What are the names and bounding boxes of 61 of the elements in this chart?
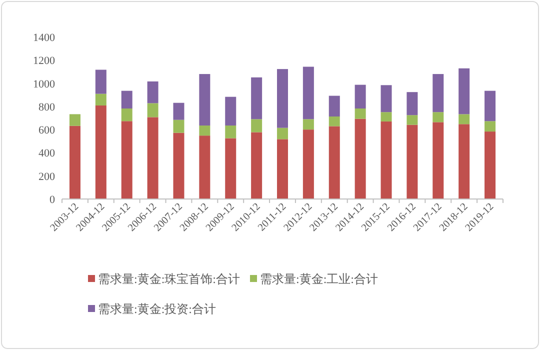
bar xyxy=(173,102,184,120)
bar xyxy=(484,121,496,132)
bar xyxy=(121,108,132,122)
bar xyxy=(354,118,366,199)
y-tick-label: 0 xyxy=(50,194,56,206)
bar xyxy=(225,96,236,126)
bar xyxy=(380,112,392,122)
bar xyxy=(199,126,210,136)
bar xyxy=(406,115,418,125)
bar xyxy=(458,124,470,199)
y-tick-label: 400 xyxy=(38,148,56,160)
legend-label: 需求量:黄金:投资:合计 xyxy=(98,302,216,316)
bar xyxy=(302,66,314,120)
bar xyxy=(95,70,106,94)
bar xyxy=(251,132,262,199)
bar xyxy=(302,119,314,130)
bar xyxy=(147,81,158,104)
bar xyxy=(406,92,418,116)
bar xyxy=(199,74,210,126)
bar xyxy=(432,112,444,122)
bar xyxy=(277,128,288,140)
bar xyxy=(432,74,444,112)
bar xyxy=(432,122,444,199)
bar xyxy=(121,90,132,109)
bar xyxy=(121,121,132,199)
bar xyxy=(69,126,80,199)
bar xyxy=(225,138,236,199)
bar xyxy=(354,108,366,119)
bar xyxy=(406,124,418,199)
bar xyxy=(225,126,236,138)
bar xyxy=(484,90,496,122)
bar xyxy=(251,77,262,120)
bar xyxy=(380,121,392,199)
y-tick-label: 1400 xyxy=(33,32,56,44)
bar xyxy=(328,126,340,199)
bar xyxy=(95,106,106,199)
bar xyxy=(277,139,288,199)
bar xyxy=(199,136,210,199)
bar xyxy=(302,130,314,199)
y-tick-label: 1000 xyxy=(33,78,56,90)
bar xyxy=(147,103,158,118)
bar xyxy=(251,119,262,132)
y-tick-label: 800 xyxy=(38,101,56,114)
y-tick-label: 1200 xyxy=(33,55,56,68)
bar xyxy=(484,132,496,199)
bar xyxy=(380,85,392,112)
bar xyxy=(328,96,340,116)
y-tick-label: 600 xyxy=(38,124,56,137)
y-tick-label: 200 xyxy=(38,170,56,183)
bar xyxy=(328,116,340,126)
bar xyxy=(95,94,106,106)
legend-label: 需求量:黄金:工业:合计 xyxy=(260,272,378,286)
bar xyxy=(173,120,184,133)
bar xyxy=(354,84,366,109)
bar xyxy=(173,132,184,199)
bar xyxy=(277,69,288,128)
bar xyxy=(69,114,80,126)
bar xyxy=(147,117,158,199)
bar xyxy=(458,114,470,124)
legend-label: 需求量:黄金:珠宝首饰:合计 xyxy=(98,272,240,286)
bar xyxy=(458,68,470,114)
